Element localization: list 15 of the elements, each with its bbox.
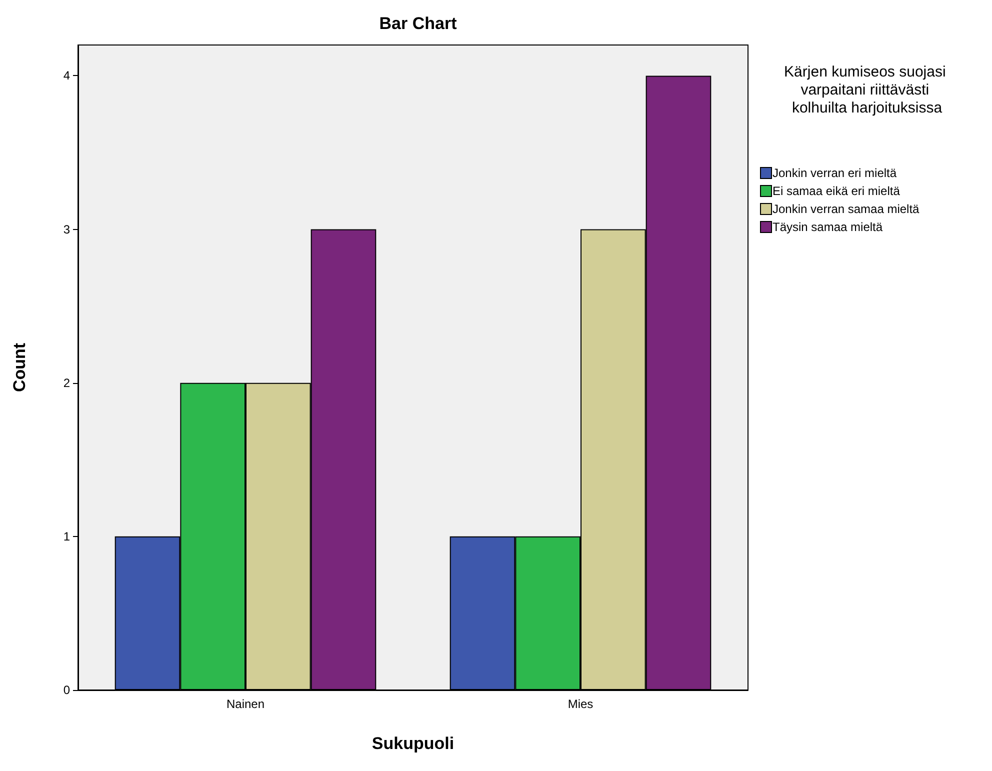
y-tick-label: 0 [63,683,70,697]
chart-title: Bar Chart [379,14,458,33]
legend-label: Jonkin verran eri mieltä [772,166,897,180]
y-tick-label: 3 [63,222,70,236]
legend-label: Jonkin verran samaa mieltä [772,202,920,216]
legend-label: Täysin samaa mieltä [772,220,883,234]
y-axis-title: Count [10,342,29,392]
legend-title: Kärjen kumiseos suojasi varpaitani riittävästi kolhuilta harjoituksissa [784,64,950,116]
y-tick-label: 1 [63,529,70,544]
x-axis-title: Sukupuoli [372,734,454,753]
x-tick-label: Mies [568,697,594,711]
y-tick-label: 4 [63,68,70,83]
y-tick-label: 2 [63,376,70,390]
x-tick-label: Nainen [226,697,265,711]
legend-label: Ei samaa eikä eri mieltä [772,184,900,198]
